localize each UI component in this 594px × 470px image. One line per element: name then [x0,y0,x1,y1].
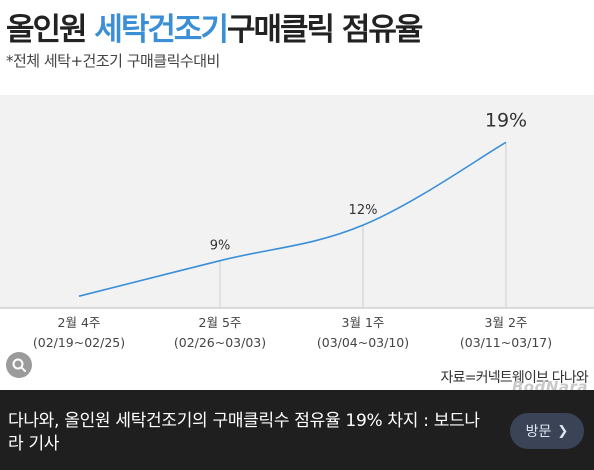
chart-figure: 올인원 세탁건조기구매클릭 점유율 *전체 세탁+건조기 구매클릭수대비 9% 1… [0,4,594,396]
chart-subtitle: *전체 세탁+건조기 구매클릭수대비 [6,52,220,70]
source-note: 자료=커넥트웨이브 다나와 [440,370,589,386]
result-title[interactable]: 다나와, 올인원 세탁건조기의 구매클릭수 점유율 19% 차지 : 보드나라 … [8,411,480,454]
series-line [78,141,507,297]
x-tick-sublabel: (03/04~03/10) [317,335,409,350]
result-bar: 다나와, 올인원 세탁건조기의 구매클릭수 점유율 19% 차지 : 보드나라 … [0,390,594,470]
lens-glyph [12,358,26,372]
line-chart: 9% 12% 19% 2월 4주 (02/19~02/25) 2월 5주 (02/26~03… [0,95,594,350]
x-tick-label: 2월 4주 [58,315,101,330]
chevron-right-icon: ❯ [557,423,569,439]
chart-title: 올인원 세탁건조기구매클릭 점유율 [6,4,423,49]
x-tick-sublabel: (02/26~03/03) [174,335,266,350]
title-part-3: 구매클릭 점유율 [226,12,423,48]
title-part-1: 올인원 [6,12,88,48]
data-label: 19% [485,109,527,131]
plot-area [0,95,594,308]
x-tick-sublabel: (03/11~03/17) [460,335,552,350]
x-tick-label: 3월 1주 [342,315,385,330]
data-label: 9% [210,239,231,254]
lens-search-icon[interactable] [6,352,32,378]
visit-button[interactable]: 방문 ❯ [510,413,584,449]
x-tick-label: 3월 2주 [485,315,528,330]
visit-label: 방문 [525,424,552,440]
x-tick-sublabel: (02/19~02/25) [33,335,125,350]
data-label: 12% [349,203,378,218]
x-tick-label: 2월 5주 [199,315,242,330]
title-part-accent: 세탁건조기 [94,12,229,48]
